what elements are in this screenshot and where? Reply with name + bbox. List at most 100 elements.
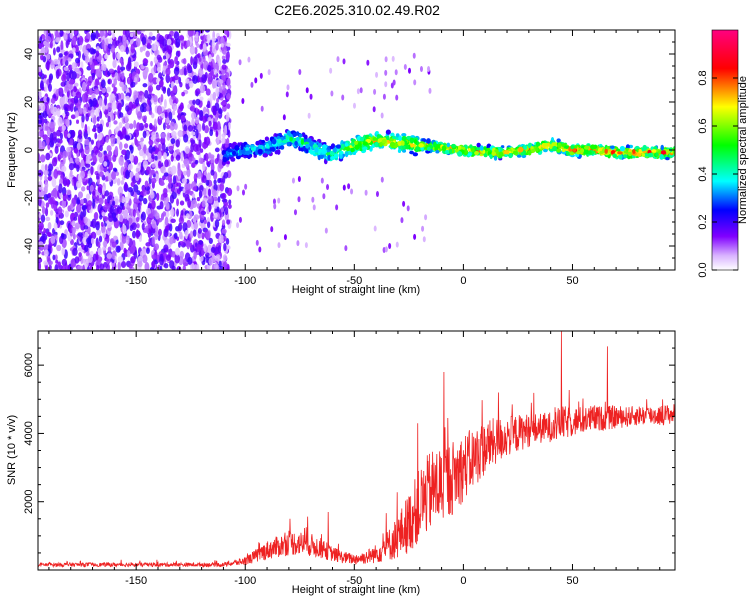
trace-cell — [352, 151, 357, 156]
noise-cell — [221, 64, 227, 70]
noise-cell — [205, 231, 211, 241]
noise-cell — [67, 57, 72, 62]
trace-cell — [660, 144, 664, 151]
noise-cell — [92, 253, 97, 262]
scatter-cell — [419, 66, 423, 73]
trace-cell — [561, 148, 566, 153]
scatter-cell — [309, 93, 313, 100]
noise-cell — [39, 129, 45, 138]
noise-cell — [137, 106, 141, 112]
noise-cell — [51, 177, 57, 188]
noise-cell — [164, 159, 169, 168]
noise-cell — [102, 216, 109, 222]
noise-cell — [210, 70, 214, 77]
noise-cell — [119, 57, 123, 64]
noise-cell — [57, 261, 61, 268]
noise-cell — [53, 58, 59, 65]
noise-cell — [191, 193, 196, 199]
noise-cell — [217, 245, 222, 254]
noise-cell — [53, 222, 58, 231]
noise-cell — [219, 79, 224, 84]
scatter-cell — [421, 225, 425, 232]
noise-cell — [208, 202, 212, 213]
trace-cell — [638, 149, 642, 154]
noise-cell — [108, 68, 115, 74]
trace-cell — [240, 144, 244, 151]
noise-cell — [210, 162, 215, 173]
noise-cell — [163, 172, 169, 177]
noise-cell — [146, 104, 150, 112]
noise-cell — [76, 119, 80, 124]
noise-cell — [130, 189, 135, 197]
noise-cell — [165, 67, 171, 76]
noise-cell — [62, 193, 68, 202]
noise-cell — [170, 165, 177, 175]
noise-cell — [41, 34, 46, 40]
scatter-cell — [366, 59, 370, 66]
noise-cell — [215, 130, 219, 138]
noise-cell — [47, 232, 52, 238]
trace-cell — [410, 143, 415, 148]
noise-cell — [117, 102, 122, 112]
noise-cell — [137, 202, 141, 212]
scatter-cell — [259, 72, 263, 79]
trace-cell — [230, 157, 236, 162]
noise-cell — [166, 38, 172, 46]
scatter-cell — [260, 105, 264, 112]
noise-cell — [66, 189, 72, 196]
noise-cell — [221, 45, 227, 55]
noise-cell — [126, 219, 130, 230]
trace-cell — [320, 153, 324, 160]
noise-cell — [129, 152, 134, 162]
scatter-cell — [254, 77, 258, 84]
noise-cell — [202, 161, 206, 172]
trace-cell — [397, 148, 402, 153]
noise-cell — [174, 247, 180, 256]
trace-cell — [330, 156, 335, 160]
noise-cell — [60, 97, 65, 106]
noise-cell — [169, 236, 174, 245]
noise-cell — [223, 235, 227, 242]
noise-cell — [173, 31, 180, 41]
noise-cell — [83, 225, 89, 230]
noise-cell — [117, 130, 122, 138]
noise-cell — [203, 187, 207, 197]
noise-cell — [151, 219, 157, 229]
trace-cell — [570, 145, 575, 150]
noise-cell — [187, 256, 193, 265]
trace-cell — [557, 142, 562, 149]
noise-cell — [171, 265, 176, 270]
noise-cell — [86, 84, 90, 93]
noise-cell — [85, 193, 91, 201]
noise-cell — [65, 39, 69, 49]
noise-cell — [163, 228, 169, 238]
noise-cell — [81, 186, 86, 192]
trace-cell — [264, 136, 270, 142]
noise-cell — [148, 145, 154, 154]
noise-cell — [105, 122, 110, 128]
noise-cell — [95, 107, 100, 117]
noise-cell — [58, 183, 63, 194]
scatter-cell — [424, 214, 428, 221]
noise-cell — [183, 124, 188, 132]
noise-cell — [61, 258, 68, 267]
snr-x-label: Height of straight line (km) — [292, 584, 420, 596]
noise-cell — [128, 72, 133, 79]
noise-cell — [142, 69, 148, 76]
noise-cell — [56, 170, 63, 175]
noise-cell — [226, 42, 231, 47]
noise-cell — [223, 128, 228, 136]
noise-cell — [128, 144, 134, 151]
noise-cell — [178, 222, 183, 232]
noise-cell — [151, 199, 156, 210]
noise-cell — [224, 72, 230, 79]
scatter-cell — [250, 81, 254, 88]
noise-cell — [85, 113, 90, 122]
noise-cell — [96, 178, 100, 185]
noise-cell — [95, 30, 99, 40]
trace-cell — [282, 139, 288, 144]
noise-cell — [103, 204, 109, 211]
scatter-cell — [373, 225, 377, 232]
noise-cell — [94, 132, 98, 140]
noise-cell — [154, 243, 160, 251]
